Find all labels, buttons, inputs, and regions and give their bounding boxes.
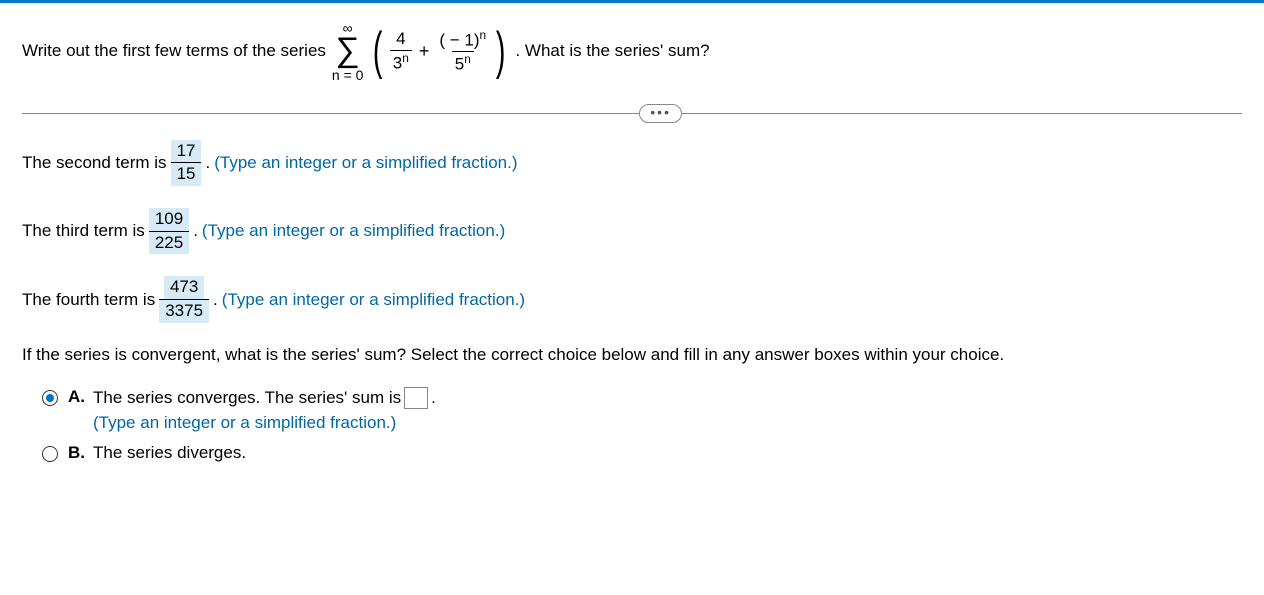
frac2-num: ( − 1)n — [436, 29, 489, 51]
sum-question: If the series is convergent, what is the… — [22, 345, 1242, 365]
choice-b-body: The series diverges. — [93, 443, 246, 463]
divider-row: ••• — [22, 104, 1242, 122]
choice-a-body: The series converges. The series' sum is… — [93, 387, 436, 433]
term3-label: The third term is — [22, 221, 145, 241]
term-line-4: The fourth term is 473 3375 . (Type an i… — [22, 276, 1242, 322]
expand-pill[interactable]: ••• — [639, 104, 682, 123]
sigma-lower: n = 0 — [332, 68, 364, 82]
close-paren: ) — [496, 31, 506, 73]
divider-line — [22, 113, 1242, 114]
series-expression: ∞ ∑ n = 0 ( 4 3n + ( − 1)n 5n ) — [332, 21, 510, 82]
period: . — [205, 153, 210, 173]
radio-b[interactable] — [42, 446, 58, 462]
choice-a-text-after: . — [431, 388, 436, 408]
sigma-block: ∞ ∑ n = 0 — [332, 21, 364, 82]
term2-hint: (Type an integer or a simplified fractio… — [214, 153, 517, 173]
frac1-den: 3n — [390, 50, 412, 73]
term2-answer[interactable]: 17 15 — [171, 140, 202, 186]
choice-a-row: A. The series converges. The series' sum… — [42, 387, 1242, 433]
choice-b-row: B. The series diverges. — [42, 443, 1242, 463]
question-tail: . What is the series' sum? — [515, 41, 709, 61]
term-line-2: The second term is 17 15 . (Type an inte… — [22, 140, 1242, 186]
period: . — [193, 221, 198, 241]
term3-answer[interactable]: 109 225 — [149, 208, 189, 254]
term2-den: 15 — [171, 162, 202, 186]
choice-a-label: A. — [68, 387, 85, 407]
term2-num: 17 — [171, 140, 202, 163]
choice-a-text-before: The series converges. The series' sum is — [93, 388, 401, 408]
sigma-symbol: ∑ — [336, 35, 360, 66]
frac2-den: 5n — [452, 51, 474, 74]
term3-num: 109 — [149, 208, 189, 231]
choice-a-hint: (Type an integer or a simplified fractio… — [93, 413, 436, 433]
open-paren: ( — [373, 31, 383, 73]
term4-den: 3375 — [159, 299, 209, 323]
period: . — [213, 290, 218, 310]
question-lead: Write out the first few terms of the ser… — [22, 41, 326, 61]
choice-b-text: The series diverges. — [93, 443, 246, 463]
content-area: Write out the first few terms of the ser… — [0, 3, 1264, 495]
term4-hint: (Type an integer or a simplified fractio… — [222, 290, 525, 310]
radio-a[interactable] — [42, 390, 58, 406]
frac-2: ( − 1)n 5n — [436, 29, 489, 74]
term-line-3: The third term is 109 225 . (Type an int… — [22, 208, 1242, 254]
term4-label: The fourth term is — [22, 290, 155, 310]
term4-num: 473 — [164, 276, 204, 299]
term2-label: The second term is — [22, 153, 167, 173]
term3-hint: (Type an integer or a simplified fractio… — [202, 221, 505, 241]
question-row: Write out the first few terms of the ser… — [22, 21, 1242, 82]
frac-1: 4 3n — [390, 29, 412, 73]
choice-b-label: B. — [68, 443, 85, 463]
frac1-num: 4 — [393, 29, 408, 50]
term4-answer[interactable]: 473 3375 — [159, 276, 209, 322]
plus-sign: + — [419, 41, 430, 62]
term3-den: 225 — [149, 231, 189, 255]
choice-a-answer-box[interactable] — [404, 387, 428, 409]
